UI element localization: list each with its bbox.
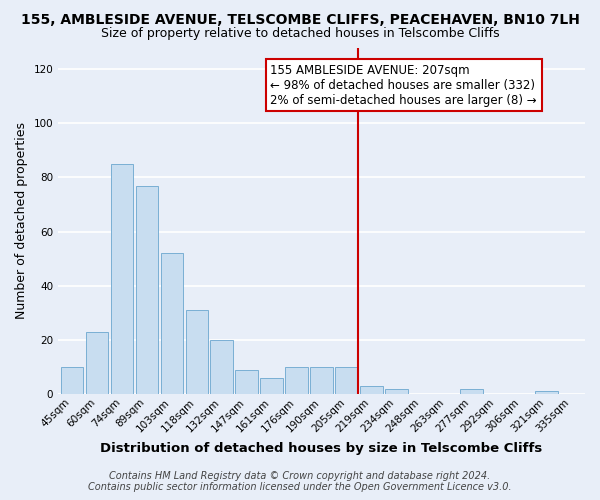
Y-axis label: Number of detached properties: Number of detached properties [15, 122, 28, 320]
X-axis label: Distribution of detached houses by size in Telscombe Cliffs: Distribution of detached houses by size … [100, 442, 543, 455]
Bar [185, 310, 208, 394]
Text: Contains HM Land Registry data © Crown copyright and database right 2024.
Contai: Contains HM Land Registry data © Crown c… [88, 471, 512, 492]
Bar [211, 340, 233, 394]
Bar [335, 367, 358, 394]
Text: Size of property relative to detached houses in Telscombe Cliffs: Size of property relative to detached ho… [101, 26, 499, 40]
Text: 155, AMBLESIDE AVENUE, TELSCOMBE CLIFFS, PEACEHAVEN, BN10 7LH: 155, AMBLESIDE AVENUE, TELSCOMBE CLIFFS,… [20, 12, 580, 26]
Bar [286, 367, 308, 394]
Bar [310, 367, 333, 394]
Bar [61, 367, 83, 394]
Bar [161, 254, 183, 394]
Bar [535, 392, 557, 394]
Bar [110, 164, 133, 394]
Bar [385, 388, 408, 394]
Bar [235, 370, 258, 394]
Bar [86, 332, 108, 394]
Bar [260, 378, 283, 394]
Bar [460, 388, 482, 394]
Bar [360, 386, 383, 394]
Bar [136, 186, 158, 394]
Text: 155 AMBLESIDE AVENUE: 207sqm
← 98% of detached houses are smaller (332)
2% of se: 155 AMBLESIDE AVENUE: 207sqm ← 98% of de… [271, 64, 537, 106]
